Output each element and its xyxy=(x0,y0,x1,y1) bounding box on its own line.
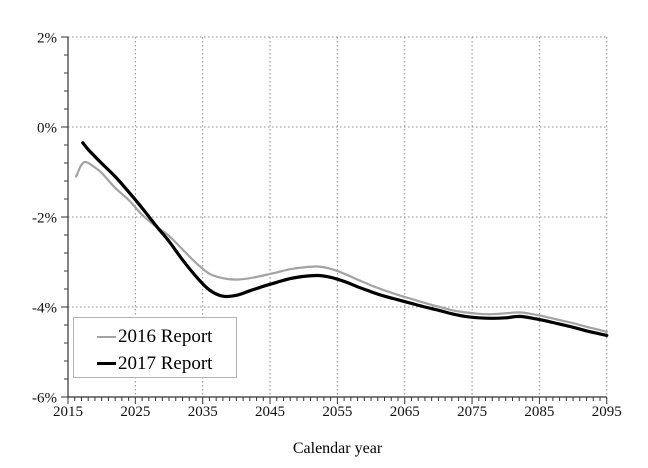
y-tick-label: 0% xyxy=(37,120,57,136)
tick-marks xyxy=(61,36,608,404)
x-tick-label: 2045 xyxy=(255,404,285,420)
y-tick-label: -6% xyxy=(32,390,57,406)
x-tick-label: 2055 xyxy=(322,404,352,420)
legend-label-2016: 2016 Report xyxy=(118,326,213,347)
x-tick-label: 2025 xyxy=(120,404,150,420)
series-line-2017-report xyxy=(81,141,609,337)
legend-item-2016-report: 2016 Report xyxy=(97,323,236,350)
x-tick-label: 2015 xyxy=(53,404,83,420)
x-tick-label: 2075 xyxy=(457,404,487,420)
y-tick-labels: 2% 0% -2% -4% -6% xyxy=(32,30,57,406)
y-tick-label: -2% xyxy=(32,210,57,226)
x-tick-label: 2095 xyxy=(592,404,622,420)
x-tick-labels: 2015 2025 2035 2045 2055 2065 2075 2085 2095 xyxy=(53,404,622,420)
y-tick-label: 2% xyxy=(37,30,57,46)
legend-item-2017-report: 2017 Report xyxy=(97,350,236,377)
x-axis-title: Calendar year xyxy=(292,440,383,457)
x-tick-label: 2085 xyxy=(524,404,554,420)
y-tick-label: -4% xyxy=(32,300,57,316)
x-tick-label: 2035 xyxy=(188,404,218,420)
x-tick-label: 2065 xyxy=(390,404,420,420)
legend-label-2017: 2017 Report xyxy=(118,353,213,374)
series-line-2016-report xyxy=(75,160,608,333)
series-lines xyxy=(75,141,609,337)
legend-line-sample-2017 xyxy=(97,362,116,365)
legend: 2016 Report 2017 Report xyxy=(73,317,237,378)
legend-line-sample-2016 xyxy=(97,335,116,338)
